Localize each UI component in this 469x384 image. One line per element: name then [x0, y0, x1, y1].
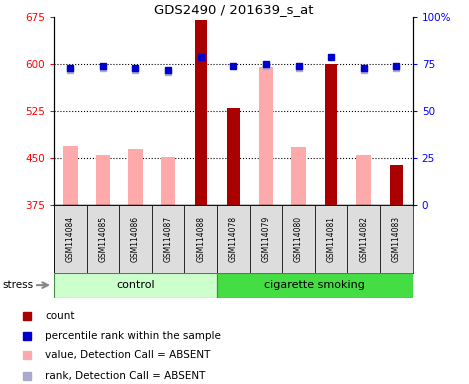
Text: GSM114085: GSM114085: [98, 216, 107, 262]
Bar: [217, 205, 250, 273]
Text: GSM114084: GSM114084: [66, 216, 75, 262]
Text: GSM114087: GSM114087: [164, 216, 173, 262]
Bar: [96, 155, 110, 205]
Bar: [63, 146, 77, 205]
Bar: [356, 155, 371, 205]
Bar: [325, 64, 337, 205]
Text: GSM114088: GSM114088: [196, 216, 205, 262]
Bar: [315, 205, 348, 273]
Text: control: control: [116, 280, 155, 290]
Text: GSM114086: GSM114086: [131, 216, 140, 262]
Bar: [258, 68, 273, 205]
Text: stress: stress: [2, 280, 33, 290]
Text: GSM114078: GSM114078: [229, 216, 238, 262]
Bar: [87, 205, 119, 273]
Text: count: count: [45, 311, 75, 321]
Bar: [217, 273, 413, 298]
Bar: [380, 205, 413, 273]
Text: GSM114082: GSM114082: [359, 216, 368, 262]
Bar: [282, 205, 315, 273]
Bar: [195, 20, 207, 205]
Text: GSM114081: GSM114081: [327, 216, 336, 262]
Bar: [54, 205, 87, 273]
Text: cigarette smoking: cigarette smoking: [265, 280, 365, 290]
Bar: [54, 273, 217, 298]
Bar: [390, 165, 402, 205]
Bar: [152, 205, 184, 273]
Text: rank, Detection Call = ABSENT: rank, Detection Call = ABSENT: [45, 371, 206, 381]
Bar: [291, 147, 306, 205]
Bar: [250, 205, 282, 273]
Text: percentile rank within the sample: percentile rank within the sample: [45, 331, 221, 341]
Text: GSM114079: GSM114079: [261, 216, 271, 262]
Bar: [227, 108, 240, 205]
Bar: [128, 149, 143, 205]
Text: GSM114083: GSM114083: [392, 216, 401, 262]
Text: GSM114080: GSM114080: [294, 216, 303, 262]
Text: value, Detection Call = ABSENT: value, Detection Call = ABSENT: [45, 350, 211, 360]
Bar: [119, 205, 152, 273]
Title: GDS2490 / 201639_s_at: GDS2490 / 201639_s_at: [153, 3, 313, 16]
Bar: [184, 205, 217, 273]
Bar: [348, 205, 380, 273]
Bar: [161, 157, 175, 205]
